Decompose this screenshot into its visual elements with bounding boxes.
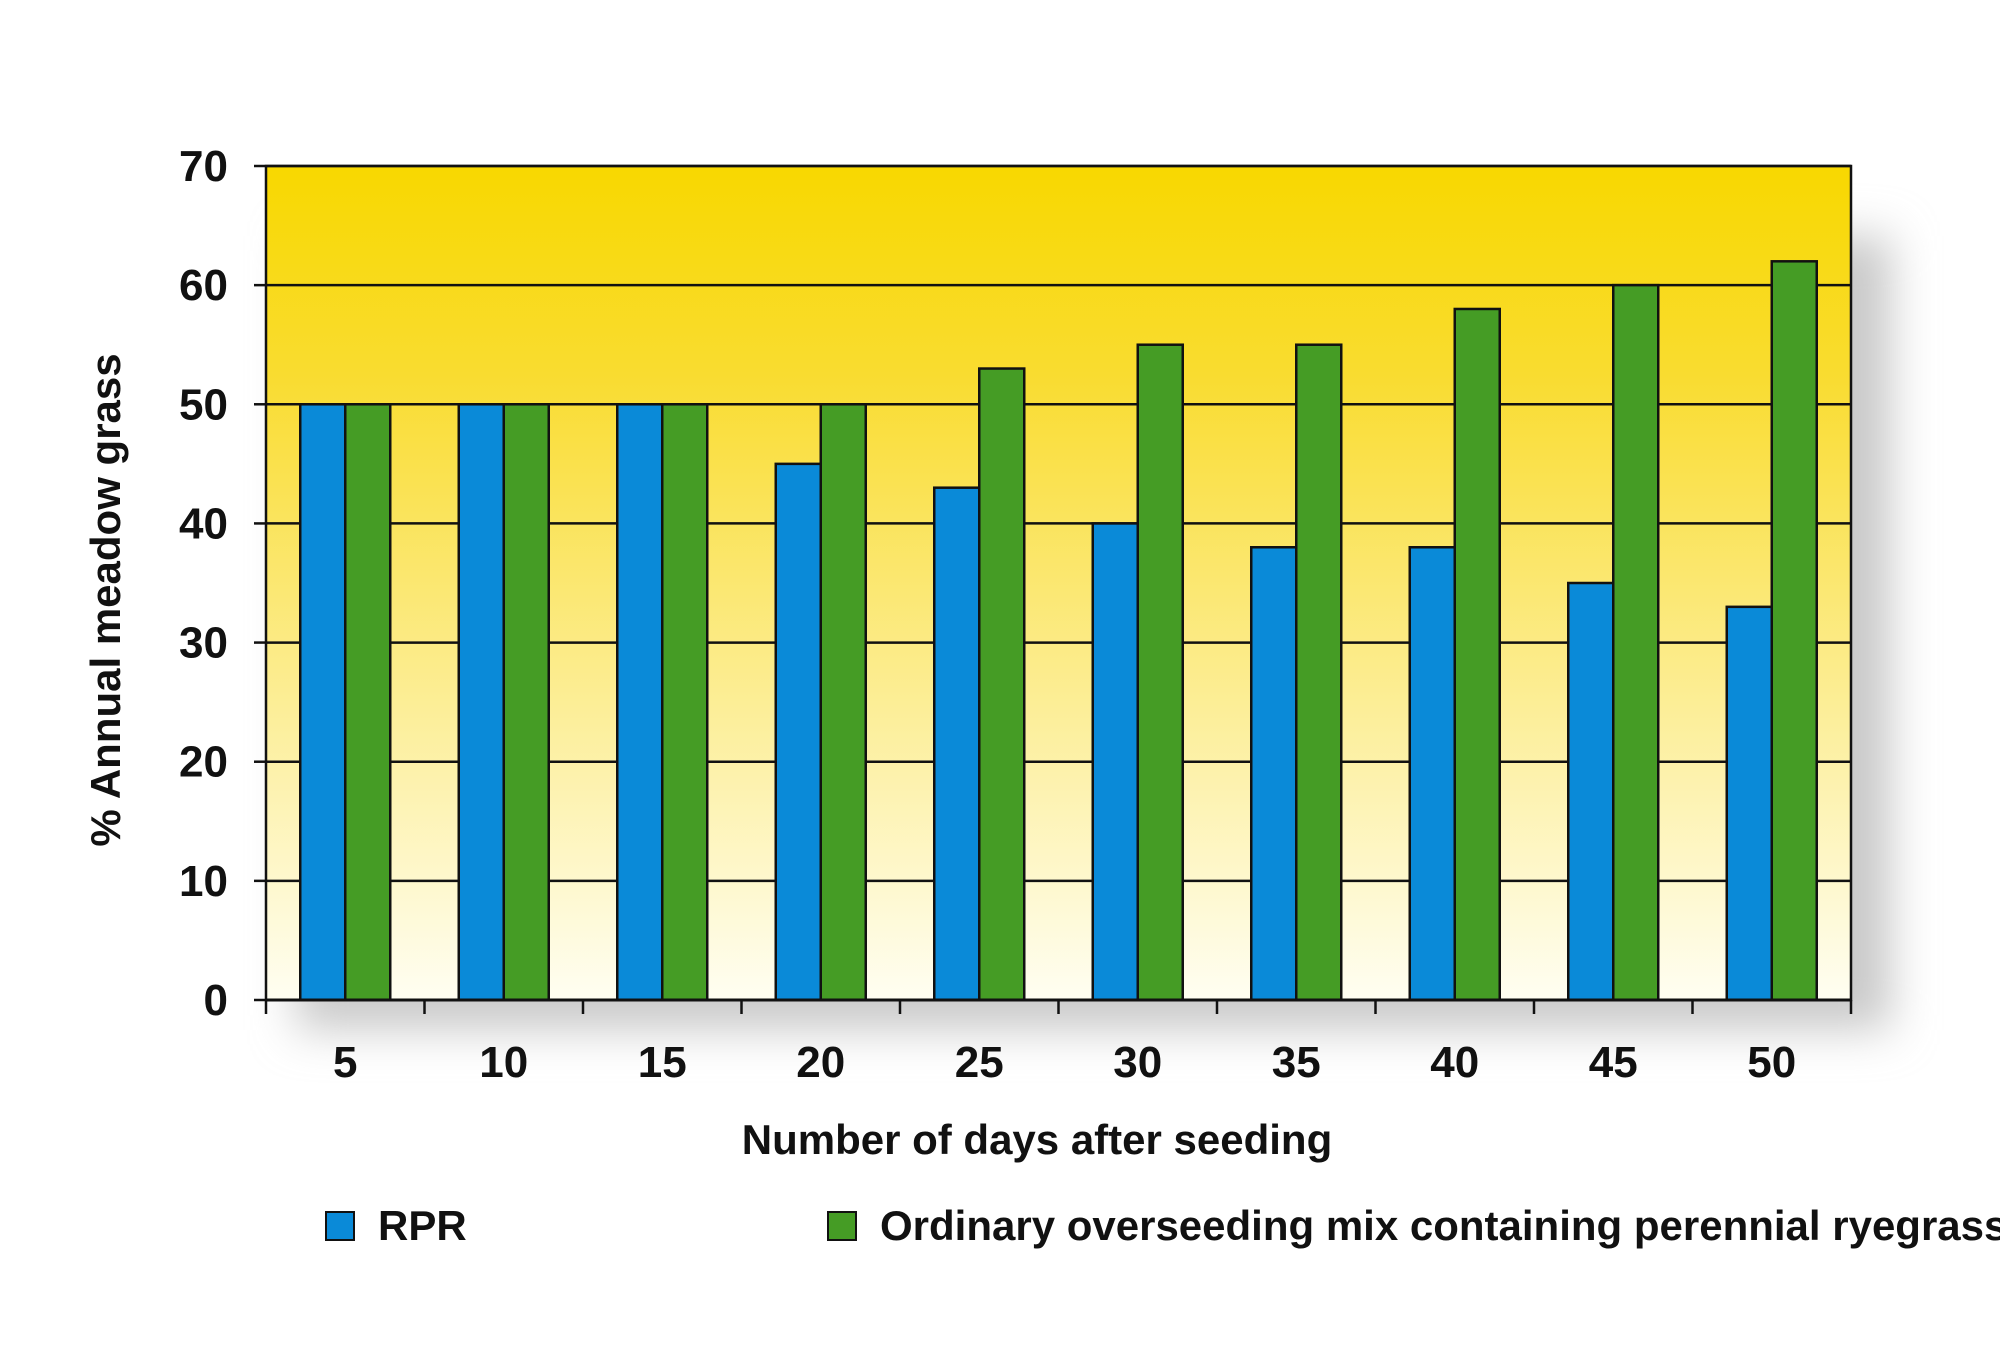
y-tick-label-20: 20	[179, 738, 228, 787]
bar-ordinary-mix-45	[1612, 283, 1660, 1002]
bar-ordinary-mix-10	[502, 403, 550, 1002]
legend-label-rpr: RPR	[378, 1202, 467, 1249]
x-tick-label-50: 50	[1747, 1038, 1796, 1087]
bar-rpr-50	[1725, 605, 1773, 1002]
x-axis-label: Number of days after seeding	[742, 1116, 1332, 1163]
x-tick-label-25: 25	[955, 1038, 1004, 1087]
bar-ordinary-mix-25	[978, 367, 1026, 1002]
bar-rpr-30	[1091, 522, 1139, 1002]
bar-ordinary-mix-35	[1295, 343, 1343, 1002]
x-tick-label-5: 5	[333, 1038, 357, 1087]
bar-rpr-40	[1408, 546, 1456, 1002]
bar-rpr-15	[616, 403, 664, 1002]
bar-rpr-20	[774, 462, 822, 1002]
legend-item-rpr: RPR	[325, 1202, 467, 1249]
bar-rpr-5	[299, 403, 347, 1002]
y-tick-label-10: 10	[179, 857, 228, 906]
legend-swatch-ordinary-mix	[827, 1211, 857, 1241]
bar-rpr-45	[1567, 581, 1615, 1002]
y-tick-label-0: 0	[204, 976, 228, 1025]
bar-rpr-10	[457, 403, 505, 1002]
bar-rpr-25	[933, 486, 981, 1002]
x-tick-label-10: 10	[479, 1038, 528, 1087]
y-axis-label: % Annual meadow grass	[82, 353, 129, 846]
y-tick-label-60: 60	[179, 261, 228, 310]
y-tick-label-40: 40	[179, 499, 228, 548]
y-tick-label-50: 50	[179, 380, 228, 429]
x-tick-label-15: 15	[638, 1038, 687, 1087]
legend-swatch-rpr	[325, 1211, 355, 1241]
y-tick-label-70: 70	[179, 142, 228, 191]
bar-ordinary-mix-15	[661, 403, 709, 1002]
x-tick-label-40: 40	[1430, 1038, 1479, 1087]
bar-ordinary-mix-20	[819, 403, 867, 1002]
x-tick-label-20: 20	[796, 1038, 845, 1087]
bar-rpr-35	[1250, 546, 1298, 1002]
y-tick-labels: 0 10 20 30 40 50 60 70	[179, 142, 228, 1025]
bar-ordinary-mix-50	[1770, 260, 1818, 1002]
bars	[299, 260, 1818, 1002]
legend-item-ordinary-mix: Ordinary overseeding mix containing pere…	[827, 1202, 2000, 1249]
bar-ordinary-mix-5	[344, 403, 392, 1002]
y-tick-label-30: 30	[179, 619, 228, 668]
axes	[264, 164, 1853, 1014]
x-tick-label-45: 45	[1589, 1038, 1638, 1087]
bar-ordinary-mix-30	[1136, 343, 1184, 1002]
bar-ordinary-mix-40	[1453, 307, 1501, 1002]
legend-label-ordinary-mix: Ordinary overseeding mix containing pere…	[880, 1202, 2000, 1249]
legend: RPR Ordinary overseeding mix containing …	[325, 1202, 2000, 1249]
x-tick-label-35: 35	[1272, 1038, 1321, 1087]
x-tick-labels: 5 10 15 20 25 30 35 40 45 50	[333, 1038, 1796, 1087]
x-tick-label-30: 30	[1113, 1038, 1162, 1087]
